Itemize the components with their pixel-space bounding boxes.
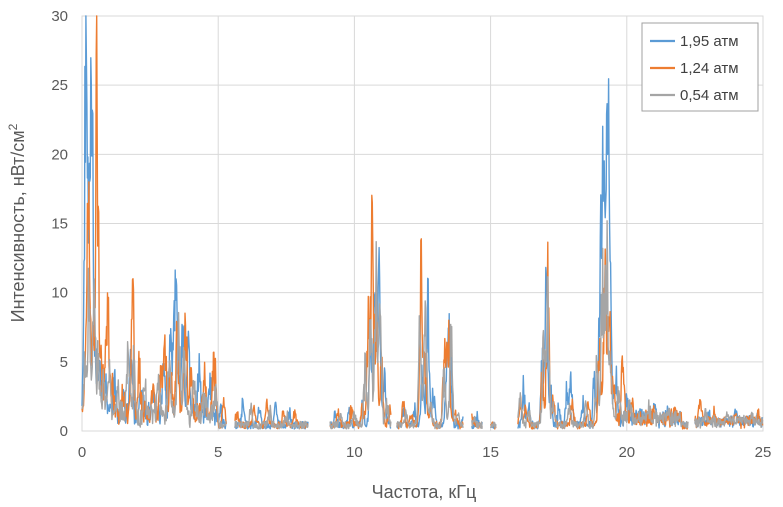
y-tick-label: 10	[51, 285, 68, 302]
y-tick-label: 20	[51, 146, 68, 163]
series-line-0-54-атм	[81, 220, 764, 430]
x-tick-label: 5	[214, 444, 222, 461]
legend-label-1-95-atm: 1,95 атм	[680, 33, 739, 50]
y-tick-label: 25	[51, 77, 68, 94]
y-tick-label: 5	[60, 354, 68, 371]
y-tick-label: 30	[51, 8, 68, 25]
x-axis-title: Частота, кГц	[372, 482, 477, 502]
legend-label-0-54-atm: 0,54 атм	[680, 87, 739, 104]
x-tick-label: 0	[78, 444, 86, 461]
y-axis-title: Интенсивность, нВт/см2	[6, 123, 28, 322]
y-axis-title-main: Интенсивность, нВт/см	[8, 130, 28, 322]
x-tick-label: 25	[755, 444, 772, 461]
x-tick-label: 10	[346, 444, 363, 461]
plot-area	[81, 15, 764, 432]
y-axis-title-superscript: 2	[6, 123, 20, 130]
x-tick-label: 20	[618, 444, 635, 461]
y-axis-ticks: 0 5 10 15 20 25 30	[51, 8, 68, 440]
y-tick-label: 0	[60, 423, 68, 440]
y-tick-label: 15	[51, 216, 68, 233]
legend: 1,95 атм 1,24 атм 0,54 атм	[641, 22, 759, 112]
series-layer	[81, 15, 764, 430]
legend-label-1-24-atm: 1,24 атм	[680, 60, 739, 77]
x-tick-label: 15	[482, 444, 499, 461]
x-axis-ticks: 0 5 10 15 20 25	[78, 444, 772, 461]
